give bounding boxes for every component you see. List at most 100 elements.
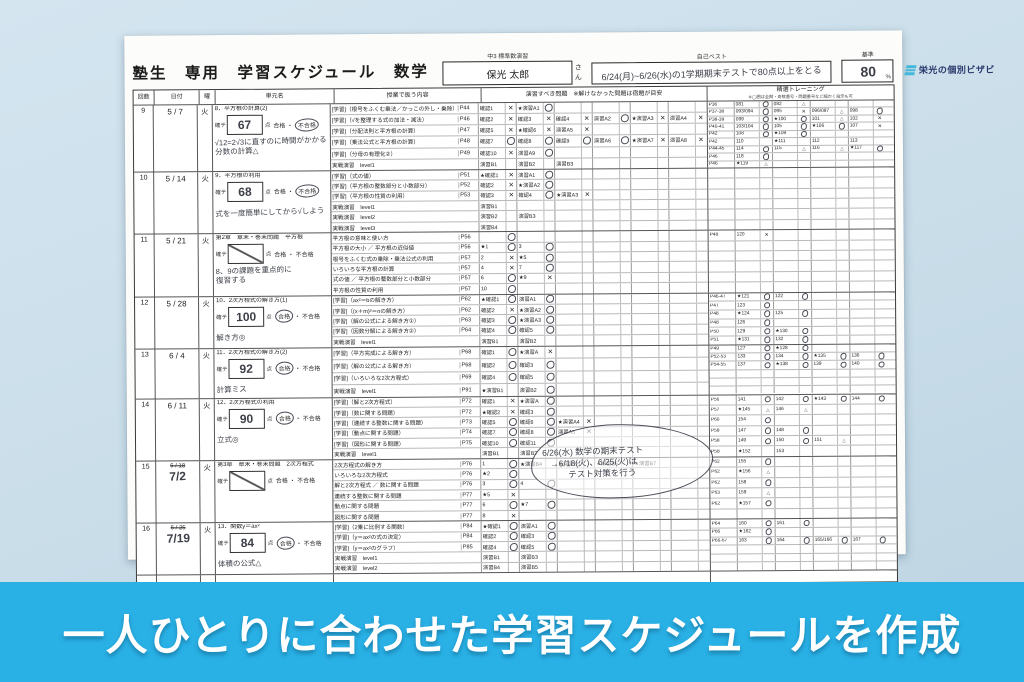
practice-label [592,189,620,200]
practice-label [555,304,583,315]
pass-fail: 合格 ・ 不合格 [274,309,320,324]
circle-mark [762,108,770,116]
practice-mark [657,241,669,252]
practice-label [669,416,697,426]
lesson-page: P76 [460,481,481,488]
trainer-label [848,167,874,177]
practice-mark [544,383,556,396]
practice-label: ★演習B1 [479,384,507,396]
trainer-label [811,318,837,327]
trainer-label [849,300,875,309]
trainer-mark [759,240,773,251]
practice-label [516,200,544,211]
practice-mark [505,232,517,242]
trainer-mark [835,292,850,300]
trainer-mark [872,130,886,137]
circle-mark [546,396,555,405]
trainer-mark [836,394,850,404]
practice-mark [697,530,709,540]
practice-label: ★2 [480,469,508,479]
circle-mark [546,315,555,324]
trainer-label: 126 [735,318,761,327]
practice-label: 確認1 [479,396,507,407]
practice-label: ★確認1 [478,294,507,305]
practice-mark [620,304,632,314]
practice-mark: ✕ [504,147,517,158]
lesson-page: P73 [459,419,480,426]
practice-label [556,541,584,552]
practice-mark [583,531,595,541]
practice-mark [506,315,518,325]
practice-mark [621,530,633,541]
lesson-page: P46 [457,116,478,123]
sheet-title: 塾生 専用 学習スケジュール 数学 [132,63,429,83]
cross-mark: ✕ [546,115,552,123]
circle-mark [546,326,555,335]
practice-mark [695,178,707,189]
practice-mark [505,294,518,305]
trainer-mark [875,508,889,518]
trainer-mark [760,369,774,378]
practice-mark [657,220,669,231]
table-row: 11 5 / 21 火第2章 章末・巻末問題 平方根 確テ 点合格 ・ 不合格 8、9の課… [134,229,895,298]
trainer-label [809,100,835,108]
trainer-page: P64 [711,521,721,527]
practice-mark [697,551,709,561]
trainer-label [812,498,838,508]
handwritten-date: 7/2 [169,468,187,484]
practice-label: 確認3 [518,531,546,541]
trainer-mark [837,527,851,536]
lesson-text: 実戦演習 level1 [333,388,377,396]
triangle-mark: △ [766,489,771,495]
trainer-mark [797,188,811,199]
circle-mark [544,137,553,146]
practice-mark [581,262,593,273]
practice-label: ★確認6 [515,125,543,136]
practice-label [553,102,581,113]
practice-mark [621,509,633,520]
practice-label: 演習B1 [478,201,506,211]
trainer-mark [875,456,889,466]
trainer-page: P49 [710,346,719,352]
practice-mark [543,190,555,200]
circle-mark [547,521,556,530]
practice-label [667,124,695,135]
trainer-mark [758,123,772,131]
circle-mark [762,153,770,160]
practice-label [594,562,622,572]
practice-mark [582,304,594,314]
circle-mark [545,263,554,272]
lesson-page: P72 [459,398,480,405]
trainer-label [736,562,762,571]
trainer-label [736,554,762,562]
practice-mark [695,262,707,272]
cross-mark: ✕ [801,108,806,115]
circle-mark [803,519,810,527]
practice-label [668,220,696,231]
trainer-label [772,199,798,209]
trainer-label [774,508,800,519]
trainer-label [774,477,800,488]
trainer-label [734,240,760,251]
student-name: 保光 太郎 [486,69,530,81]
trainer-label [849,414,875,425]
practice-label: 演習B1 [480,448,508,459]
practice-label [516,283,544,294]
practice-mark [507,500,519,510]
practice-mark [619,272,631,283]
lesson-page: P49 [457,149,479,157]
trainer-mark [873,229,887,240]
triangle-mark: △ [804,406,808,412]
practice-mark [583,541,595,551]
practice-mark: ✕ [542,113,554,125]
practice-label [555,346,583,358]
lesson-text: 実戦演習 level1 [334,556,378,563]
standard-value: 80 [859,62,876,80]
trainer-mark [874,309,888,318]
practice-label: 演習B1 [478,158,506,170]
trainer-mark [761,457,775,467]
lesson-page: P62 [459,306,480,314]
practice-mark [582,395,594,406]
circle-mark [802,427,810,434]
trainer-page: P46-47 [710,294,726,300]
